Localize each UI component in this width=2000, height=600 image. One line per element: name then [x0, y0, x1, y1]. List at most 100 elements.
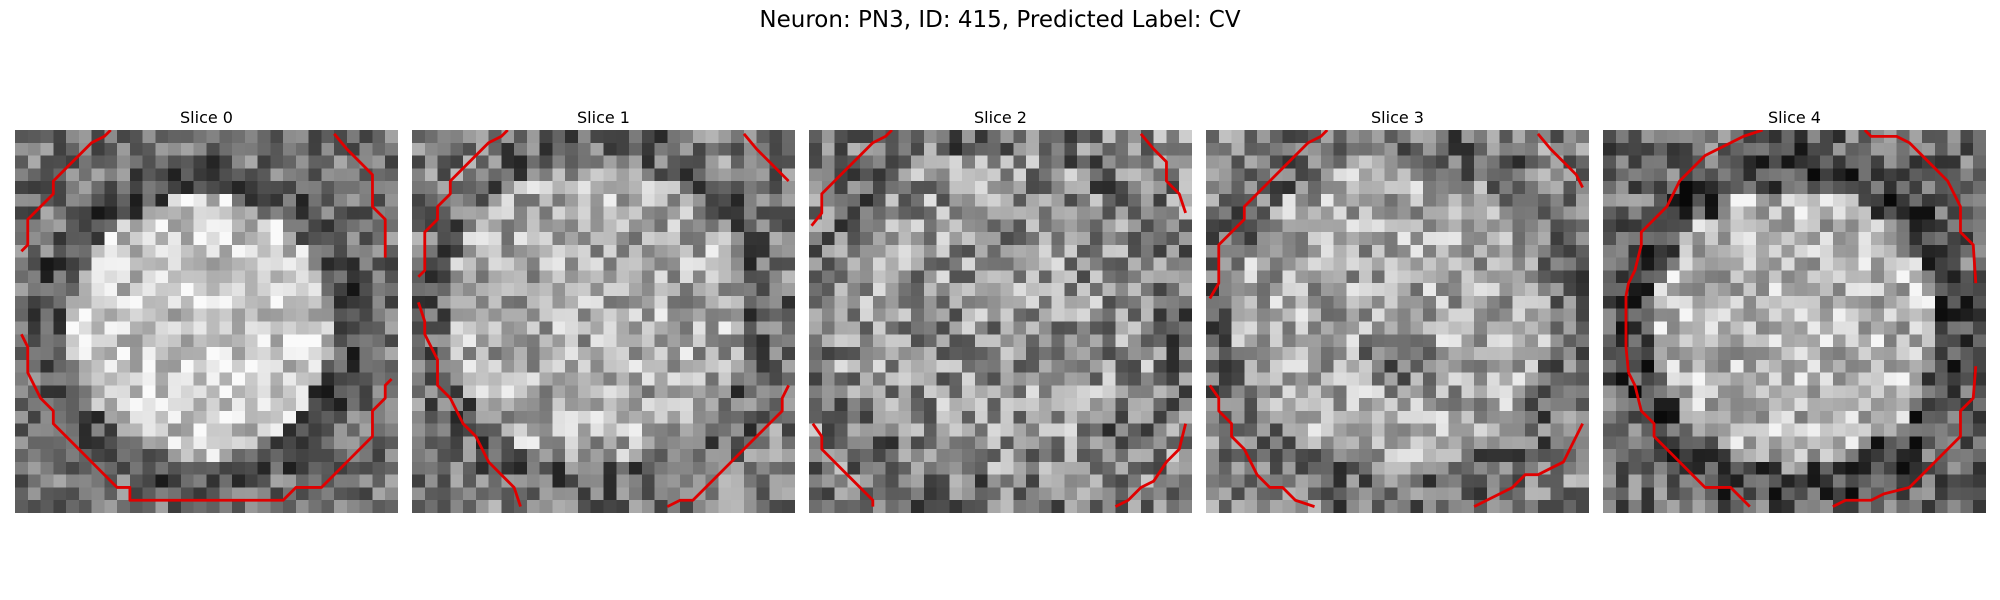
image-pixel	[923, 270, 937, 284]
image-pixel	[1359, 334, 1373, 348]
image-pixel	[1845, 206, 1859, 220]
image-pixel	[1346, 398, 1360, 412]
image-pixel	[603, 334, 617, 348]
figure-title: Neuron: PN3, ID: 415, Predicted Label: C…	[759, 7, 1241, 33]
image-pixel	[1371, 474, 1385, 488]
image-pixel	[1576, 270, 1589, 284]
image-pixel	[1512, 308, 1526, 322]
image-pixel	[1269, 283, 1283, 297]
image-pixel	[1858, 474, 1872, 488]
image-pixel	[321, 436, 335, 450]
image-pixel	[53, 308, 67, 322]
image-pixel	[1102, 500, 1116, 513]
image-pixel	[488, 385, 502, 399]
image-pixel	[1384, 244, 1398, 258]
image-pixel	[1947, 334, 1961, 348]
image-pixel	[40, 334, 54, 348]
image-pixel	[629, 461, 643, 475]
image-pixel	[705, 193, 719, 207]
image-pixel	[654, 181, 668, 195]
image-pixel	[1474, 321, 1488, 335]
image-pixel	[692, 372, 706, 386]
image-pixel	[1679, 398, 1693, 412]
image-pixel	[1102, 308, 1116, 322]
image-pixel	[1244, 449, 1258, 463]
image-pixel	[1550, 474, 1564, 488]
image-pixel	[577, 244, 591, 258]
image-pixel	[40, 359, 54, 373]
image-pixel	[514, 270, 528, 284]
image-pixel	[1499, 500, 1513, 513]
image-pixel	[295, 500, 309, 513]
image-pixel	[219, 487, 233, 501]
image-pixel	[1257, 308, 1271, 322]
image-pixel	[1128, 474, 1142, 488]
image-pixel	[1666, 283, 1680, 297]
image-pixel	[1525, 130, 1539, 144]
image-pixel	[705, 487, 719, 501]
image-pixel	[1257, 334, 1271, 348]
image-pixel	[1563, 244, 1577, 258]
image-pixel	[475, 321, 489, 335]
image-pixel	[346, 270, 360, 284]
image-pixel	[180, 410, 194, 424]
image-pixel	[1384, 372, 1398, 386]
image-pixel	[1909, 295, 1923, 309]
image-pixel	[1781, 487, 1795, 501]
image-pixel	[667, 334, 681, 348]
image-pixel	[872, 193, 886, 207]
image-pixel	[346, 206, 360, 220]
image-pixel	[308, 283, 322, 297]
image-pixel	[898, 308, 912, 322]
image-pixel	[1038, 270, 1052, 284]
image-pixel	[1832, 181, 1846, 195]
image-pixel	[1102, 461, 1116, 475]
image-pixel	[756, 270, 770, 284]
image-pixel	[898, 244, 912, 258]
image-pixel	[1692, 244, 1706, 258]
image-pixel	[1064, 257, 1078, 271]
image-pixel	[1308, 181, 1322, 195]
image-pixel	[1128, 410, 1142, 424]
image-pixel	[1282, 423, 1296, 437]
image-pixel	[450, 244, 464, 258]
image-pixel	[1077, 410, 1091, 424]
image-pixel	[885, 232, 899, 246]
image-pixel	[949, 359, 963, 373]
image-pixel	[1756, 449, 1770, 463]
image-pixel	[603, 130, 617, 144]
image-pixel	[412, 232, 426, 246]
image-pixel	[885, 308, 899, 322]
image-pixel	[1064, 461, 1078, 475]
image-pixel	[1423, 385, 1437, 399]
image-pixel	[1346, 461, 1360, 475]
image-pixel	[1077, 142, 1091, 156]
image-pixel	[1512, 168, 1526, 182]
image-pixel	[1166, 244, 1180, 258]
image-pixel	[987, 487, 1001, 501]
image-pixel	[1026, 372, 1040, 386]
image-pixel	[40, 474, 54, 488]
image-pixel	[1550, 219, 1564, 233]
image-pixel	[1448, 321, 1462, 335]
image-pixel	[270, 398, 284, 412]
image-pixel	[616, 142, 630, 156]
image-pixel	[1115, 385, 1129, 399]
image-pixel	[334, 500, 348, 513]
image-pixel	[949, 168, 963, 182]
image-pixel	[1705, 244, 1719, 258]
image-pixel	[1448, 449, 1462, 463]
image-pixel	[782, 423, 795, 437]
image-pixel	[1486, 295, 1500, 309]
image-pixel	[1166, 474, 1180, 488]
image-pixel	[821, 219, 835, 233]
image-pixel	[244, 206, 258, 220]
image-pixel	[1934, 436, 1948, 450]
image-pixel	[117, 142, 131, 156]
image-pixel	[1973, 181, 1986, 195]
image-pixel	[15, 347, 29, 361]
image-pixel	[1794, 155, 1808, 169]
image-pixel	[488, 359, 502, 373]
image-pixel	[78, 295, 92, 309]
image-pixel	[1768, 347, 1782, 361]
